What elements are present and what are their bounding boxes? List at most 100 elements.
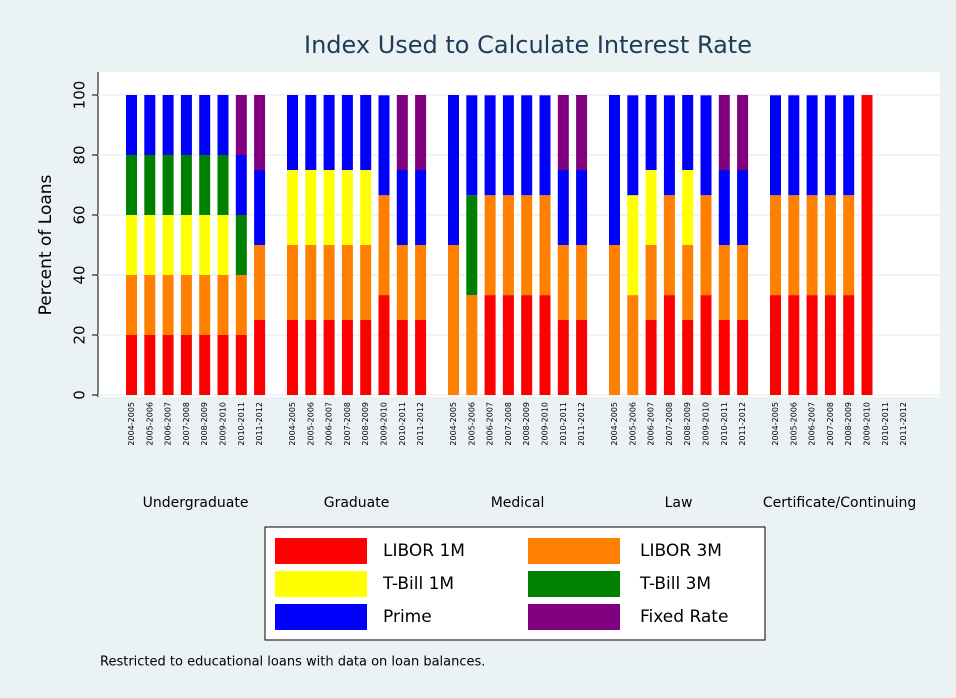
bar-segment [788, 95, 800, 196]
bar-segment [415, 245, 427, 320]
bar-segment [341, 245, 353, 320]
bar-segment [199, 275, 211, 335]
bar-segment [627, 195, 639, 296]
bar-segment [323, 245, 335, 320]
x-tick-label: 2005-2006 [145, 402, 154, 446]
x-tick-label: 2008-2009 [683, 402, 692, 446]
y-tick-label: 100 [71, 81, 89, 110]
x-tick-label: 2008-2009 [844, 402, 853, 446]
bar-segment [466, 95, 478, 196]
bar-segment [539, 195, 551, 296]
bar-segment [806, 95, 818, 196]
group-label: Graduate [324, 495, 390, 511]
bar-segment [770, 95, 781, 196]
bar-segment [235, 155, 247, 215]
bar-segment [737, 95, 749, 170]
bar-segment [502, 195, 514, 296]
x-tick-label: 2004-2005 [449, 402, 458, 446]
bar-segment [539, 295, 551, 395]
bar-segment [718, 170, 730, 245]
bar-segment [824, 95, 836, 196]
x-tick-label: 2010-2011 [398, 402, 407, 446]
x-tick-label: 2004-2005 [288, 402, 297, 446]
bar-segment [126, 155, 137, 215]
bar-segment [126, 95, 137, 155]
bar-segment [217, 155, 229, 215]
y-tick-label: 40 [71, 265, 89, 284]
bar-segment [378, 195, 390, 296]
group-label: Certificate/Continuing [763, 495, 916, 511]
bar-segment [645, 170, 657, 245]
bar-segment [162, 155, 174, 215]
legend-label: T-Bill 3M [639, 574, 711, 594]
bar-segment [323, 170, 335, 245]
bar-segment [180, 155, 192, 215]
bar-segment [682, 95, 694, 170]
legend-swatch [275, 604, 367, 630]
x-tick-label: 2006-2007 [808, 402, 817, 446]
bar-segment [502, 95, 514, 196]
bar-segment [199, 335, 211, 395]
bar-segment [144, 275, 156, 335]
bar-segment [180, 215, 192, 275]
bar-segment [843, 195, 855, 296]
x-tick-label: 2011-2012 [416, 402, 425, 446]
bar-segment [521, 195, 533, 296]
bar-segment [287, 245, 298, 320]
x-tick-label: 2007-2008 [182, 402, 191, 446]
bar-segment [415, 170, 427, 245]
x-tick-label: 2006-2007 [164, 402, 173, 446]
bar-segment [254, 320, 266, 395]
bar-segment [378, 295, 390, 395]
x-tick-label: 2009-2010 [702, 402, 711, 446]
x-tick-label: 2005-2006 [789, 402, 798, 446]
y-axis-label: Percent of Loans [36, 174, 56, 315]
x-tick-label: 2006-2007 [647, 402, 656, 446]
bar-segment [557, 245, 569, 320]
bar-segment [235, 335, 247, 395]
bar-segment [126, 275, 137, 335]
bar-segment [645, 320, 657, 395]
bar-segment [360, 245, 372, 320]
bar-segment [843, 95, 855, 196]
bar-segment [576, 170, 588, 245]
legend-swatch [275, 538, 367, 564]
y-tick-label: 0 [71, 390, 89, 400]
bar-segment [824, 295, 836, 395]
bar-segment [718, 320, 730, 395]
bar-segment [682, 170, 694, 245]
x-tick-label: 2009-2010 [219, 402, 228, 446]
bar-segment [305, 245, 317, 320]
bar-segment [180, 95, 192, 155]
bar-segment [162, 335, 174, 395]
x-tick-label: 2010-2011 [881, 402, 890, 446]
x-tick-label: 2004-2005 [610, 402, 619, 446]
bar-segment [502, 295, 514, 395]
note: Restricted to educational loans with dat… [100, 655, 485, 670]
bar-segment [378, 95, 390, 196]
bar-segment [682, 320, 694, 395]
x-tick-label: 2005-2006 [467, 402, 476, 446]
bar-segment [576, 320, 588, 395]
x-tick-label: 2010-2011 [559, 402, 568, 446]
bar-segment [663, 195, 675, 296]
x-tick-label: 2011-2012 [577, 402, 586, 446]
bar-segment [305, 170, 317, 245]
bar-segment [448, 95, 459, 245]
bar-segment [861, 95, 873, 395]
x-tick-label: 2006-2007 [325, 402, 334, 446]
bar-segment [609, 95, 620, 245]
bar-segment [737, 170, 749, 245]
bar-segment [396, 170, 408, 245]
bar-segment [466, 195, 478, 296]
bar-segment [144, 155, 156, 215]
y-tick-label: 60 [71, 205, 89, 224]
legend-swatch [275, 571, 367, 597]
bar-segment [217, 275, 229, 335]
bar-segment [162, 95, 174, 155]
bar-segment [576, 245, 588, 320]
bar-segment [824, 195, 836, 296]
x-tick-label: 2011-2012 [899, 402, 908, 446]
bar-segment [415, 95, 427, 170]
bar-segment [484, 95, 496, 196]
